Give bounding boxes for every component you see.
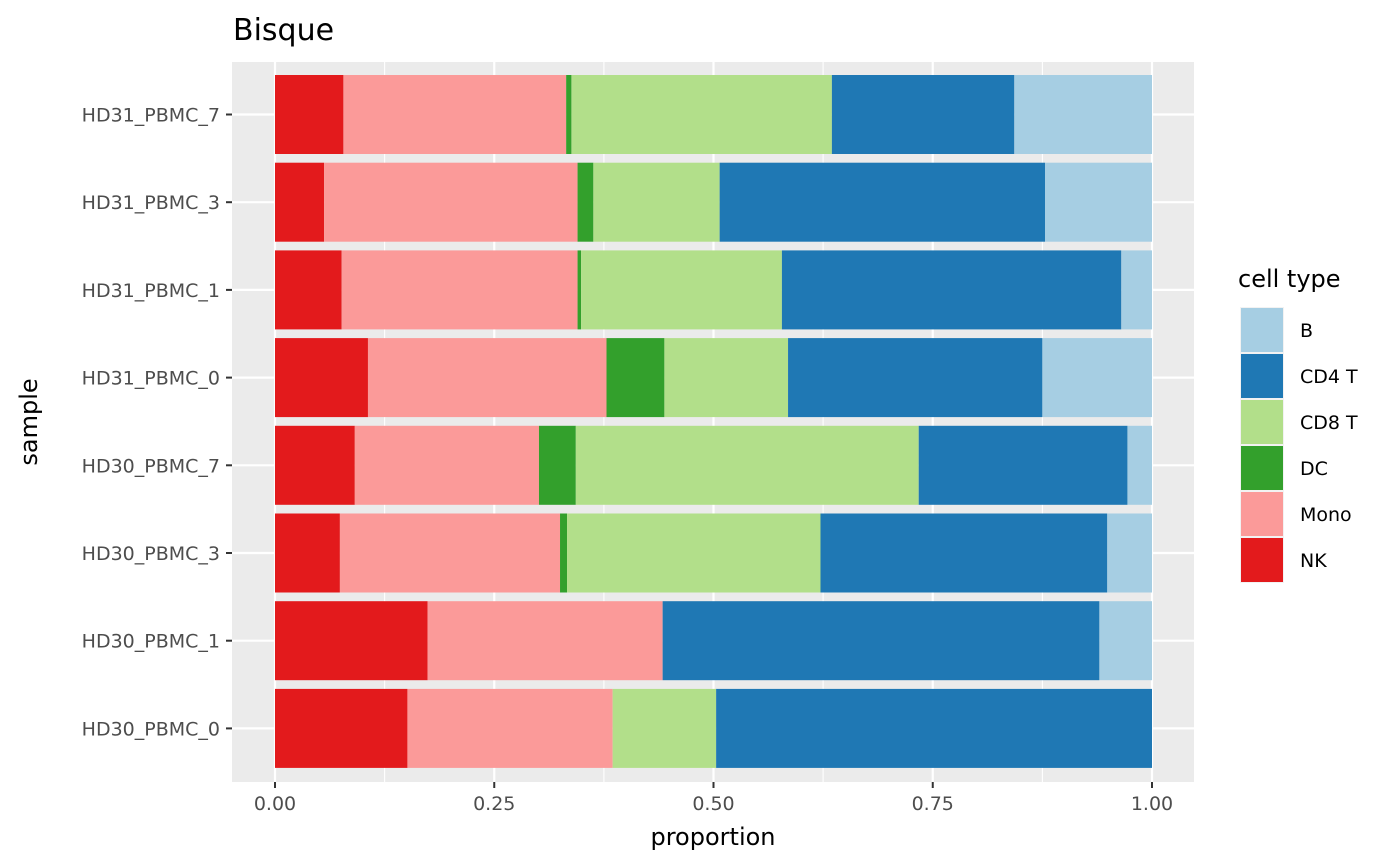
legend-label: CD8 T bbox=[1300, 412, 1358, 434]
x-tick-label: 0.25 bbox=[473, 793, 515, 815]
bar-segment bbox=[339, 513, 561, 593]
legend-label: CD4 T bbox=[1300, 366, 1358, 388]
bar-segment bbox=[1107, 513, 1152, 593]
bar-segment bbox=[538, 425, 576, 505]
y-tick-label: HD30_PBMC_0 bbox=[82, 718, 220, 740]
legend-swatch bbox=[1241, 446, 1283, 490]
bar-segment bbox=[275, 513, 340, 593]
bar-segment bbox=[664, 338, 789, 418]
y-tick-label: HD31_PBMC_0 bbox=[82, 368, 220, 390]
bar-segment bbox=[275, 75, 344, 154]
y-tick-label: HD31_PBMC_1 bbox=[82, 280, 220, 302]
bar-segment bbox=[343, 75, 567, 154]
bar-segment bbox=[407, 688, 613, 768]
y-tick-label: HD30_PBMC_3 bbox=[82, 543, 220, 565]
x-axis: 0.00 0.25 0.50 0.75 1.00 bbox=[254, 782, 1173, 815]
legend-label: Mono bbox=[1300, 504, 1352, 526]
bar-segment bbox=[820, 513, 1108, 593]
bar-segment bbox=[1127, 425, 1152, 505]
bar-segment bbox=[719, 162, 1046, 242]
y-axis: HD31_PBMC_7 HD31_PBMC_3 HD31_PBMC_1 HD31_PB… bbox=[82, 105, 232, 740]
y-tick-label: HD31_PBMC_3 bbox=[82, 192, 220, 214]
legend-swatch bbox=[1241, 308, 1283, 352]
chart-title: Bisque bbox=[233, 13, 334, 48]
x-tick-label: 0.75 bbox=[912, 793, 954, 815]
bar-segment bbox=[324, 162, 578, 242]
bar-segment bbox=[662, 601, 1100, 681]
bar-segment bbox=[788, 338, 1043, 418]
bar-segment bbox=[1121, 250, 1152, 330]
bar-segment bbox=[831, 75, 1015, 154]
legend-label: B bbox=[1300, 320, 1313, 342]
bar-segment bbox=[427, 601, 663, 681]
bar-segment bbox=[581, 250, 782, 330]
bars bbox=[275, 75, 1152, 768]
bar-segment bbox=[1045, 162, 1152, 242]
bar-segment bbox=[566, 75, 572, 154]
bar-segment bbox=[1099, 601, 1152, 681]
x-axis-title: proportion bbox=[650, 823, 775, 851]
bar-segment bbox=[1042, 338, 1152, 418]
bar-segment bbox=[577, 250, 582, 330]
legend-label: DC bbox=[1300, 458, 1328, 480]
y-axis-title: sample bbox=[15, 378, 43, 465]
legend-title: cell type bbox=[1238, 265, 1341, 293]
bar-segment bbox=[354, 425, 539, 505]
bar-segment bbox=[567, 513, 821, 593]
y-tick-label: HD31_PBMC_7 bbox=[82, 105, 220, 127]
bar-segment bbox=[275, 601, 428, 681]
bar-segment bbox=[781, 250, 1122, 330]
bar-segment bbox=[275, 162, 325, 242]
x-tick-label: 1.00 bbox=[1131, 793, 1173, 815]
bar-segment bbox=[577, 162, 594, 242]
bar-segment bbox=[275, 688, 408, 768]
bar-segment bbox=[560, 513, 568, 593]
bar-segment bbox=[571, 75, 832, 154]
bar-segment bbox=[918, 425, 1128, 505]
bar-segment bbox=[367, 338, 607, 418]
bar-segment bbox=[1014, 75, 1152, 154]
x-tick-label: 0.50 bbox=[692, 793, 734, 815]
legend-label: NK bbox=[1300, 550, 1327, 572]
y-tick-label: HD30_PBMC_7 bbox=[82, 455, 220, 477]
legend: cell type B CD4 T CD8 T DC Mono NK bbox=[1238, 265, 1358, 583]
bar-segment bbox=[593, 162, 720, 242]
legend-swatch bbox=[1241, 538, 1283, 582]
y-tick-label: HD30_PBMC_1 bbox=[82, 631, 220, 653]
bar-segment bbox=[275, 338, 368, 418]
bar-segment bbox=[716, 688, 1152, 768]
bar-segment bbox=[341, 250, 578, 330]
x-tick-label: 0.00 bbox=[254, 793, 296, 815]
legend-swatch bbox=[1241, 492, 1283, 536]
bar-segment bbox=[575, 425, 919, 505]
bar-segment bbox=[275, 250, 342, 330]
bar-segment bbox=[612, 688, 717, 768]
legend-swatch bbox=[1241, 354, 1283, 398]
bar-segment bbox=[606, 338, 665, 418]
bar-segment bbox=[275, 425, 355, 505]
legend-swatch bbox=[1241, 400, 1283, 444]
